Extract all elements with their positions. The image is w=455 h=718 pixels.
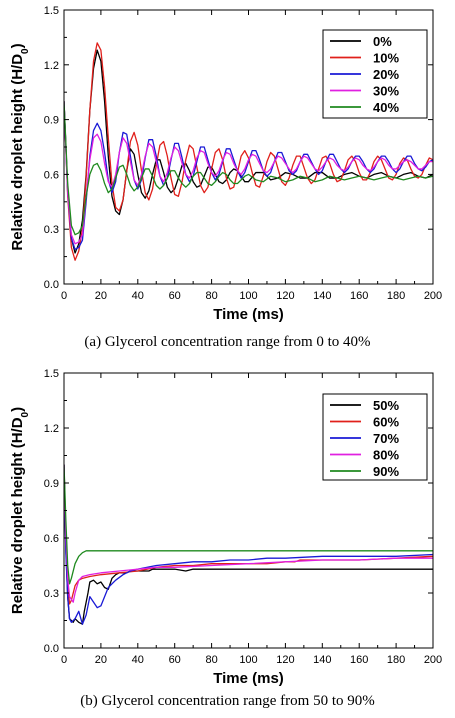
chart-b-xtick-label-8: 160	[350, 654, 368, 666]
chart-a-yaxis-label: Relative droplet height (H/D0)	[9, 43, 31, 250]
chart-b-legend-label-0: 50%	[373, 398, 399, 413]
chart-b-legend-label-2: 70%	[373, 431, 399, 446]
chart-a-series-line-4	[64, 101, 433, 236]
chart-b-series-line-2	[64, 464, 433, 625]
caption-a: (a) Glycerol concentration range from 0 …	[84, 334, 371, 350]
chart-a-series-line-2	[64, 101, 433, 250]
chart-b-xtick-label-6: 120	[276, 654, 294, 666]
chart-b-ytick-label-0: 0.0	[44, 643, 59, 655]
chart-a-xtick-label-1: 20	[95, 290, 107, 302]
chart-a-series-line-0	[64, 49, 433, 254]
chart-b-legend-box	[322, 393, 428, 481]
chart-a-xtick-label-10: 200	[424, 290, 442, 302]
chart-b-legend-label-1: 60%	[373, 415, 399, 430]
chart-b-ytick-label-4: 1.2	[44, 423, 59, 435]
chart-b-xtick-label-9: 180	[387, 654, 405, 666]
chart-a-series-line-3	[64, 101, 433, 245]
chart-b-xtick-label-10: 200	[424, 654, 442, 666]
chart-b-xaxis-label: Time (ms)	[213, 670, 284, 687]
chart-b-ytick-label-2: 0.6	[44, 533, 59, 545]
chart-b-ytick-label-3: 0.9	[44, 478, 59, 490]
chart-b-series-line-0	[64, 464, 433, 625]
chart-b-legend-label-3: 80%	[373, 448, 399, 463]
chart-a-xtick-label-5: 100	[239, 290, 257, 302]
chart-a-xtick-label-6: 120	[276, 290, 294, 302]
chart-a-ytick-label-3: 0.9	[44, 115, 59, 127]
chart-a-xtick-label-2: 40	[132, 290, 144, 302]
chart-b-series-line-3	[64, 464, 433, 603]
chart-b-legend-label-4: 90%	[373, 464, 399, 479]
chart-b-xtick-label-2: 40	[132, 654, 144, 666]
chart-a-xtick-label-7: 140	[313, 290, 331, 302]
chart-a: 0 20 40 60 80 100 120 140 160 180 200 0.0 0.3 0.6 0.9 1…	[9, 5, 442, 323]
chart-b-yaxis-label: Relative droplet height (H/D0)	[9, 407, 31, 614]
chart-a-ytick-label-0: 0.0	[44, 279, 59, 291]
chart-a-xtick-label-4: 80	[205, 290, 217, 302]
chart-a-xtick-label-9: 180	[387, 290, 405, 302]
chart-b: 0 20 40 60 80 100 120 140 160 180 200 0.0 0.3 0.6 0.9 1…	[9, 368, 442, 687]
chart-b-series-line-1	[64, 464, 433, 605]
chart-a-ytick-label-2: 0.6	[44, 169, 59, 181]
chart-a-xtick-label-8: 160	[350, 290, 368, 302]
chart-b-xtick-label-7: 140	[313, 654, 331, 666]
chart-b-series-line-4	[64, 464, 433, 585]
chart-a-legend-label-4: 40%	[373, 100, 399, 115]
chart-a-xtick-label-3: 60	[169, 290, 181, 302]
chart-a-legend-label-0: 0%	[373, 34, 392, 49]
chart-b-xtick-label-4: 80	[205, 654, 217, 666]
caption-b: (b) Glycerol concentration range from 50…	[80, 693, 375, 709]
chart-a-legend-label-1: 10%	[373, 51, 399, 66]
chart-a-xtick-label-0: 0	[61, 290, 67, 302]
chart-b-ytick-label-1: 0.3	[44, 588, 59, 600]
chart-b-xtick-label-3: 60	[169, 654, 181, 666]
chart-b-ytick-label-5: 1.5	[44, 368, 59, 380]
chart-b-xtick-label-1: 20	[95, 654, 107, 666]
chart-a-ytick-label-4: 1.2	[44, 60, 59, 72]
chart-a-series	[64, 42, 433, 261]
chart-b-xtick-label-5: 100	[239, 654, 257, 666]
chart-b-xtick-label-0: 0	[61, 654, 67, 666]
chart-a-ytick-label-5: 1.5	[44, 5, 59, 17]
chart-a-ytick-label-1: 0.3	[44, 224, 59, 236]
chart-a-legend-label-2: 20%	[373, 67, 399, 82]
chart-a-xaxis-label: Time (ms)	[213, 306, 284, 323]
chart-b-series	[64, 464, 433, 625]
chart-a-legend-label-3: 30%	[373, 84, 399, 99]
